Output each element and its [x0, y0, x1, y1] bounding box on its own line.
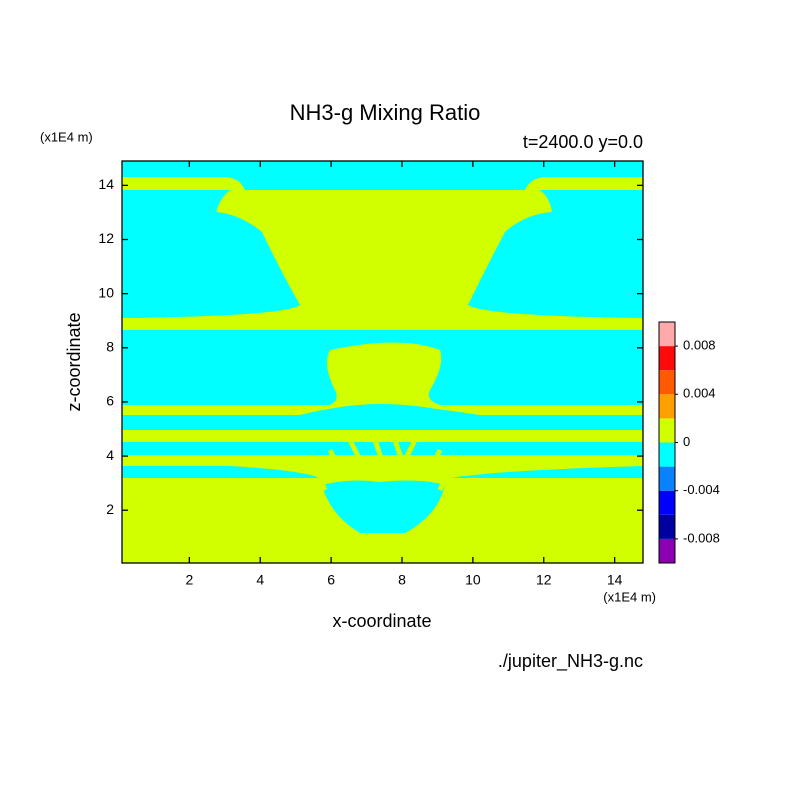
field-region — [322, 480, 445, 533]
contour-field — [122, 161, 643, 563]
x-tick-label: 6 — [327, 572, 335, 588]
y-tick-label: 12 — [98, 230, 114, 246]
field-region — [468, 190, 643, 318]
x-tick-label: 4 — [256, 572, 264, 588]
colorbar-segment — [659, 370, 675, 395]
x-tick-label: 8 — [398, 572, 406, 588]
y-tick-label: 4 — [106, 447, 114, 463]
source-label: ./jupiter_NH3-g.nc — [498, 651, 643, 672]
field-region — [122, 466, 643, 478]
colorbar-tick-label: 0 — [683, 434, 690, 449]
x-unit: (x1E4 m) — [603, 589, 656, 604]
chart-title: NH3-g Mixing Ratio — [290, 100, 481, 125]
field-region — [122, 442, 643, 455]
field-region — [122, 330, 643, 405]
y-tick-label: 2 — [106, 501, 114, 517]
colorbar-segment — [659, 466, 675, 491]
y-tick-label: 14 — [98, 176, 114, 192]
x-tick-label: 10 — [465, 572, 481, 588]
y-unit: (x1E4 m) — [40, 129, 93, 144]
colorbar-segment — [659, 538, 675, 563]
field-region — [122, 161, 643, 190]
field-region — [122, 404, 643, 430]
chart-subtitle: t=2400.0 y=0.0 — [523, 132, 643, 152]
x-tick-label: 2 — [185, 572, 193, 588]
field-region — [122, 190, 300, 318]
colorbar-segment — [659, 490, 675, 515]
colorbar-segment — [659, 514, 675, 539]
y-tick-label: 6 — [106, 393, 114, 409]
colorbar-segment — [659, 394, 675, 419]
colorbar-segment — [659, 346, 675, 371]
colorbar-segment — [659, 442, 675, 467]
x-axis-label: x-coordinate — [332, 611, 431, 631]
y-tick-label: 10 — [98, 284, 114, 300]
colorbar-tick-label: -0.004 — [683, 482, 720, 497]
colorbar-segment — [659, 418, 675, 443]
y-axis-label: z-coordinate — [64, 312, 84, 411]
x-tick-label: 14 — [607, 572, 623, 588]
colorbar-segment — [659, 322, 675, 347]
colorbar-tick-label: 0.004 — [683, 386, 716, 401]
field-region — [307, 438, 458, 491]
y-tick-label: 8 — [106, 338, 114, 354]
colorbar-tick-label: -0.008 — [683, 530, 720, 545]
x-tick-label: 12 — [536, 572, 552, 588]
plot-frame — [121, 160, 644, 564]
colorbar-tick-label: 0.008 — [683, 338, 716, 353]
